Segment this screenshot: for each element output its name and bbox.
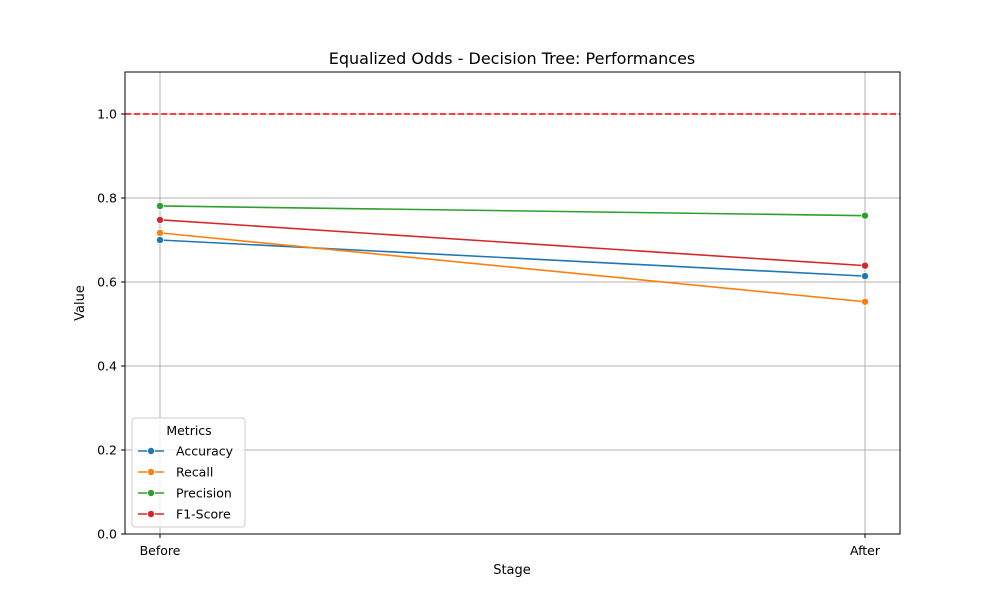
plot-frame xyxy=(124,71,901,535)
y-axis-ticks: 0.0 0.2 0.4 0.6 0.8 1.0 xyxy=(97,107,125,542)
y-tick-label: 0.2 xyxy=(97,443,117,458)
legend-label-recall: Recall xyxy=(176,465,213,480)
series-line-f1-score xyxy=(159,219,866,267)
y-tick-label: 1.0 xyxy=(97,107,117,122)
legend-box xyxy=(131,417,246,528)
series-line-accuracy xyxy=(159,239,866,277)
data-point-precision xyxy=(861,211,870,220)
data-point-recall xyxy=(155,228,164,237)
y-tick-label: 0.0 xyxy=(97,527,117,542)
data-point-f1-score xyxy=(155,215,164,224)
y-tick-label: 0.4 xyxy=(97,359,117,374)
x-tick-label: Before xyxy=(140,543,181,558)
legend-marker-precision xyxy=(146,488,155,497)
x-axis-label: Stage xyxy=(493,563,531,578)
x-tick-label: After xyxy=(850,543,881,558)
chart-title: Equalized Odds - Decision Tree: Performa… xyxy=(329,49,696,68)
legend: Metrics Accuracy Recall Precision F1-Score xyxy=(131,417,246,528)
data-point-accuracy xyxy=(155,235,164,244)
x-axis-ticks: Before After xyxy=(140,534,881,558)
data-point-f1-score xyxy=(861,261,870,270)
data-point-accuracy xyxy=(861,272,870,281)
y-tick-label: 0.6 xyxy=(97,275,117,290)
legend-label-precision: Precision xyxy=(176,486,232,501)
series-line-precision xyxy=(159,205,866,217)
legend-marker-f1-score xyxy=(146,509,155,518)
legend-marker-accuracy xyxy=(146,446,155,455)
series-group xyxy=(155,201,870,306)
legend-label-f1-score: F1-Score xyxy=(176,507,231,522)
data-point-recall xyxy=(861,297,870,306)
y-axis-label: Value xyxy=(73,285,88,321)
legend-title: Metrics xyxy=(166,423,211,438)
data-point-precision xyxy=(155,201,164,210)
series-line-recall xyxy=(159,232,866,303)
legend-label-accuracy: Accuracy xyxy=(176,444,234,459)
y-tick-label: 0.8 xyxy=(97,191,117,206)
legend-marker-recall xyxy=(146,467,155,476)
